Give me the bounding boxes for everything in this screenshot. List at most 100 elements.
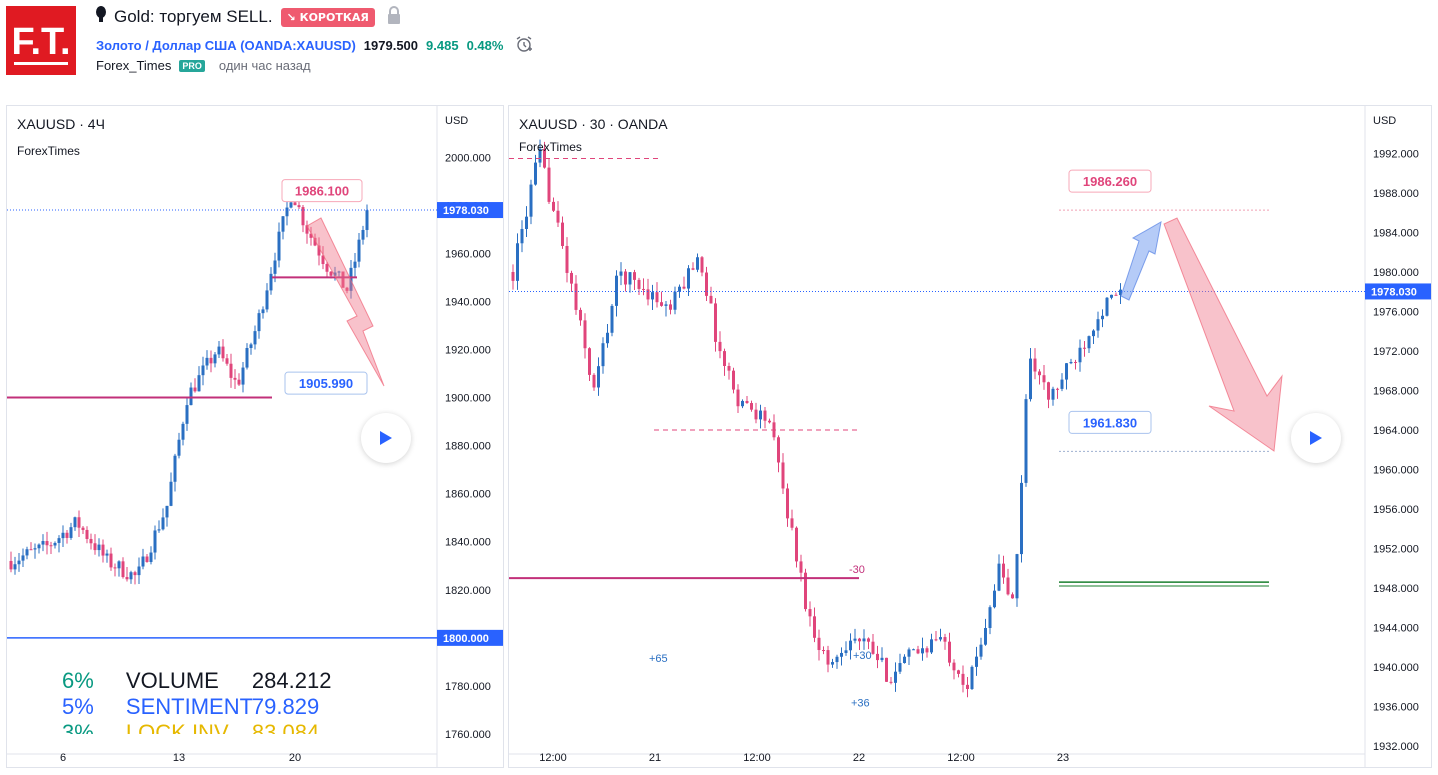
candle-body (1069, 361, 1073, 364)
candle-body (624, 271, 627, 285)
candle-body (1087, 336, 1091, 349)
candle-body (1047, 382, 1050, 400)
candle-body (1110, 294, 1113, 298)
candle-body (786, 488, 789, 519)
candle-body (281, 216, 285, 232)
candle-body (939, 637, 942, 640)
right-chart-panel[interactable]: USD 1992.000 1988.000 1984.000 1980.000 1976.… (508, 105, 1432, 768)
idea-header: F.T. Gold: торгуем SELL. ↘ КОРОТКАЯ Золо… (0, 0, 1438, 100)
candle-body (529, 184, 533, 217)
candle-body (157, 529, 161, 531)
sell-arrow (1163, 217, 1283, 452)
candle-body (105, 553, 109, 556)
candle-body (245, 348, 249, 368)
y-tick-label: 1948.000 (1373, 583, 1419, 595)
candle-body (660, 302, 663, 306)
candle-body (714, 303, 717, 342)
candle-body (333, 272, 337, 276)
candle-body (221, 346, 225, 359)
play-icon (1310, 431, 1322, 445)
candle-body (309, 233, 313, 238)
candle-body (189, 387, 193, 406)
candle-body (25, 549, 29, 556)
candle-body (81, 527, 85, 530)
candle-body (9, 560, 13, 570)
right-chart-canvas[interactable]: USD 1992.000 1988.000 1984.000 1980.000 1976.… (509, 106, 1432, 768)
candle-body (165, 505, 169, 518)
candle-body (741, 400, 744, 407)
candle-body (169, 481, 173, 506)
candle-body (1029, 358, 1032, 400)
candle-body (894, 671, 897, 683)
candle-body (579, 309, 582, 321)
candle-body (153, 530, 157, 553)
candle-body (241, 367, 245, 385)
forex-times-logo[interactable]: F.T. (6, 6, 76, 75)
candle-body (13, 564, 17, 570)
candle-body (822, 650, 825, 652)
candle-body (1011, 594, 1014, 599)
candle-body (583, 320, 587, 349)
candle-body (606, 332, 609, 344)
candle-body (37, 544, 41, 549)
pro-badge: PRO (179, 59, 205, 72)
left-chart-canvas[interactable]: USD2000.0001980.0001960.0001940.0001920.… (7, 106, 504, 768)
candle-body (777, 437, 780, 463)
candle-body (525, 216, 528, 229)
x-tick-label: 12:00 (743, 752, 771, 764)
y-tick-label: 1980.000 (1373, 267, 1419, 279)
candle-body (93, 543, 97, 551)
candle-body (1033, 358, 1037, 372)
play-button[interactable] (361, 413, 411, 463)
play-button[interactable] (1291, 413, 1341, 463)
last-price-label: 1978.030 (443, 205, 489, 217)
candle-body (853, 638, 857, 641)
candle-body (849, 640, 852, 651)
y-tick-label: 1984.000 (1373, 228, 1419, 240)
candle-body (750, 403, 753, 410)
candle-body (687, 268, 690, 289)
candle-body (325, 264, 329, 272)
author-name[interactable]: Forex_Times (96, 58, 172, 73)
candle-body (930, 639, 933, 653)
y-tick-label: 1956.000 (1373, 504, 1419, 516)
marker-label: +65 (649, 653, 668, 665)
candle-body (547, 167, 551, 202)
short-badge: ↘ КОРОТКАЯ (280, 7, 375, 27)
candle-body (1002, 563, 1005, 578)
candle-body (574, 283, 578, 310)
candle-body (149, 552, 153, 562)
left-chart-panel[interactable]: USD2000.0001980.0001960.0001940.0001920.… (6, 105, 504, 768)
candle-body (277, 231, 281, 261)
candle-body (592, 374, 596, 388)
candle-body (988, 607, 992, 628)
candle-body (41, 541, 45, 545)
candle-body (619, 271, 623, 276)
candle-body (1015, 554, 1019, 599)
symbol-link[interactable]: Золото / Доллар США (OANDA:XAUUSD) (96, 38, 356, 53)
candle-body (844, 650, 848, 653)
idea-title: Gold: торгуем SELL. (114, 7, 273, 26)
y-tick-label: 1932.000 (1373, 741, 1419, 753)
candle-body (357, 239, 361, 262)
candle-body (313, 237, 317, 246)
candle-body (305, 225, 309, 234)
candle-body (69, 527, 73, 538)
y-tick-label: 1880.000 (445, 441, 491, 453)
alarm-clock-icon[interactable] (515, 35, 533, 56)
candle-body (133, 572, 137, 576)
candle-body (49, 545, 53, 547)
candle-body (109, 553, 113, 568)
candle-body (17, 560, 21, 565)
candle-body (664, 304, 668, 306)
candle-body (1051, 388, 1055, 400)
candle-body (1114, 294, 1118, 296)
candle-body (1096, 319, 1100, 331)
candle-body (209, 357, 213, 364)
candle-body (253, 331, 257, 345)
y-tick-label: 1988.000 (1373, 188, 1419, 200)
lightbulb-icon (96, 6, 106, 28)
candle-body (808, 609, 812, 617)
candle-body (835, 656, 839, 663)
currency-label: USD (445, 115, 468, 127)
